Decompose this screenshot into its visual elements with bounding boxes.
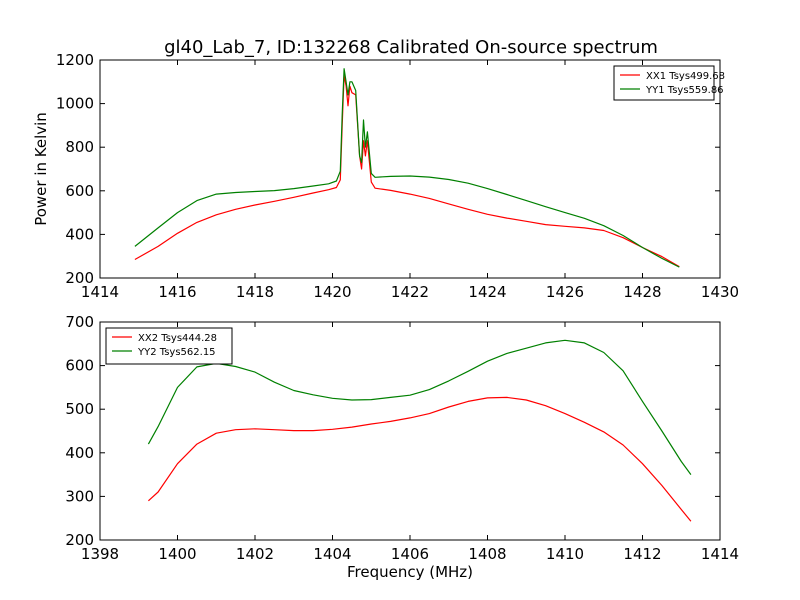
x-tick-label: 1410 <box>546 545 584 563</box>
x-tick-label: 1398 <box>81 545 119 563</box>
legend-2: XX2 Tsys444.28 YY2 Tsys562.15 <box>105 327 233 365</box>
legend-box <box>613 65 715 101</box>
y-tick-label: 300 <box>65 487 94 505</box>
figure-title: gl40_Lab_7, ID:132268 Calibrated On-sour… <box>164 37 658 58</box>
legend-box <box>105 327 233 365</box>
y-tick-label: 1000 <box>56 95 94 113</box>
x-tick-label: 1420 <box>313 283 351 301</box>
legend-1: XX1 Tsys499.68 YY1 Tsys559.86 <box>613 65 725 101</box>
legend-label: YY2 Tsys562.15 <box>137 347 216 358</box>
x-tick-label: 1406 <box>391 545 429 563</box>
legend-label: YY1 Tsys559.86 <box>645 85 724 96</box>
legend-label: XX2 Tsys444.28 <box>138 333 217 344</box>
x-tick-label: 1422 <box>391 283 429 301</box>
x-tick-label: 1428 <box>623 283 661 301</box>
series-line-1-2 <box>134 68 680 268</box>
x-tick-label: 1408 <box>468 545 506 563</box>
x-tick-label: 1404 <box>313 545 351 563</box>
series-line-1-1 <box>134 74 680 268</box>
y-tick-label: 400 <box>65 225 94 243</box>
y-tick-label: 200 <box>65 531 94 549</box>
y-tick-label: 600 <box>65 357 94 375</box>
series-line-2-2 <box>147 339 692 475</box>
chart-panel-1: 1414 1416 1418 1420 1422 1424 1426 1428 1430 200 4… <box>32 51 739 301</box>
y-tick-label: 1200 <box>56 51 94 69</box>
y-tick-label: 200 <box>65 269 94 287</box>
y-axis-title: Power in Kelvin <box>32 112 50 226</box>
y-tick-label: 600 <box>65 182 94 200</box>
x-tick-label: 1416 <box>158 283 196 301</box>
x-axis-title: Frequency (MHz) <box>347 563 473 581</box>
x-tick-label: 1402 <box>236 545 274 563</box>
y-tick-label: 500 <box>65 400 94 418</box>
x-tick-label: 1418 <box>236 283 274 301</box>
x-tick-label: 1414 <box>701 545 739 563</box>
y-tick-label: 400 <box>65 444 94 462</box>
y-tick-label: 800 <box>65 138 94 156</box>
x-tick-label: 1430 <box>701 283 739 301</box>
chart-panel-2: 1398 1400 1402 1404 1406 1408 1410 1412 1414 200 3… <box>65 313 739 581</box>
x-tick-label: 1426 <box>546 283 584 301</box>
x-tick-label: 1412 <box>623 545 661 563</box>
series-line-2-1 <box>147 396 692 522</box>
x-tick-label: 1414 <box>81 283 119 301</box>
x-tick-label: 1400 <box>158 545 196 563</box>
legend-label: XX1 Tsys499.68 <box>646 71 725 82</box>
y-tick-label: 700 <box>65 313 94 331</box>
x-tick-label: 1424 <box>468 283 506 301</box>
